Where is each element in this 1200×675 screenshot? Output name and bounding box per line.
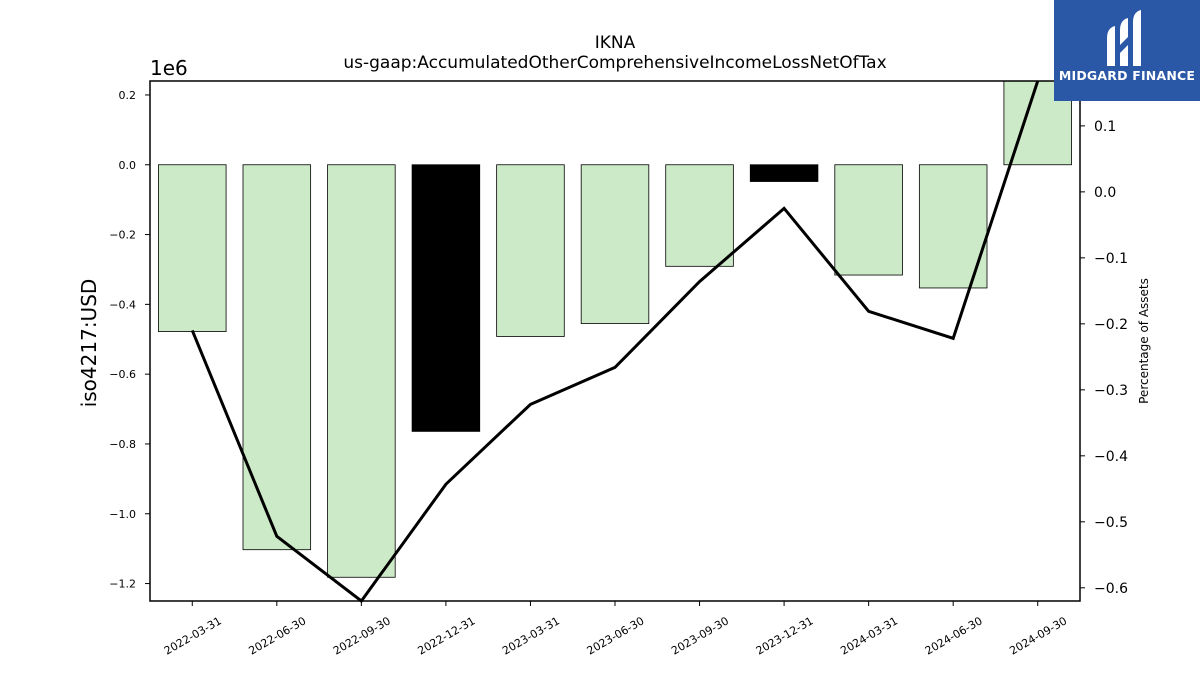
y-axis-right: 0.1 0.0 −0.1 −0.2 −0.3 −0.4 −0.5 −0.6 bbox=[1080, 119, 1128, 597]
x-tick-label: 2023-03-31 bbox=[500, 614, 562, 657]
x-tick-label: 2022-03-31 bbox=[162, 614, 224, 657]
y2-tick-label: −0.6 bbox=[1094, 581, 1128, 597]
y2-tick-label: −0.2 bbox=[1094, 317, 1128, 333]
y-tick-label: 0.0 bbox=[119, 159, 137, 172]
bar bbox=[834, 164, 903, 276]
y-axis-label: iso4217:USD bbox=[77, 279, 101, 408]
bars-group bbox=[158, 80, 1072, 578]
x-tick-label: 2023-12-31 bbox=[754, 614, 816, 657]
chart-title: IKNA bbox=[595, 33, 636, 53]
logo-text: MIDGARD FINANCE bbox=[1058, 68, 1196, 83]
x-tick-label: 2022-09-30 bbox=[331, 614, 393, 657]
x-tick-label: 2023-06-30 bbox=[585, 614, 647, 657]
bar bbox=[158, 164, 227, 332]
bar bbox=[749, 164, 819, 182]
y-offset-label: 1e6 bbox=[150, 56, 188, 80]
bar bbox=[580, 164, 650, 324]
x-tick-label: 2024-06-30 bbox=[923, 614, 985, 657]
x-tick-label: 2024-03-31 bbox=[838, 614, 900, 657]
y-tick-label: 0.2 bbox=[119, 89, 137, 102]
y2-tick-label: −0.1 bbox=[1094, 251, 1128, 267]
x-tick-label: 2023-09-30 bbox=[669, 614, 731, 657]
y-tick-label: −0.4 bbox=[109, 298, 136, 311]
y-tick-label: −1.2 bbox=[109, 578, 136, 591]
logo-mark-icon bbox=[1107, 10, 1141, 66]
bar bbox=[411, 164, 481, 432]
chart-subtitle: us-gaap:AccumulatedOtherComprehensiveInc… bbox=[343, 53, 886, 73]
x-axis: 2022-03-31 2022-06-30 2022-09-30 2022-12-31… bbox=[162, 601, 1069, 658]
y-axis-left: 0.2 0.0 −0.2 −0.4 −0.6 −0.8 −1.0 −1.2 bbox=[109, 89, 150, 591]
y2-axis-label: Percentage of Assets bbox=[1137, 278, 1151, 404]
line-series bbox=[190, 80, 1040, 604]
y2-tick-label: −0.3 bbox=[1094, 383, 1128, 399]
bar bbox=[242, 164, 312, 551]
y2-tick-label: 0.1 bbox=[1094, 119, 1116, 135]
bar bbox=[665, 164, 734, 267]
y2-tick-label: −0.5 bbox=[1094, 515, 1128, 531]
x-tick-label: 2022-06-30 bbox=[246, 614, 308, 657]
y-tick-label: −0.6 bbox=[109, 368, 136, 381]
y2-tick-label: 0.0 bbox=[1094, 185, 1116, 201]
y-tick-label: −1.0 bbox=[109, 508, 136, 521]
bar bbox=[327, 164, 396, 578]
y2-tick-label: −0.4 bbox=[1094, 449, 1128, 465]
x-tick-label: 2022-12-31 bbox=[416, 614, 478, 657]
line-group bbox=[190, 80, 1040, 604]
bar bbox=[496, 164, 565, 337]
x-tick-label: 2024-09-30 bbox=[1007, 614, 1069, 657]
y-tick-label: −0.2 bbox=[109, 229, 136, 242]
y-tick-label: −0.8 bbox=[109, 438, 136, 451]
